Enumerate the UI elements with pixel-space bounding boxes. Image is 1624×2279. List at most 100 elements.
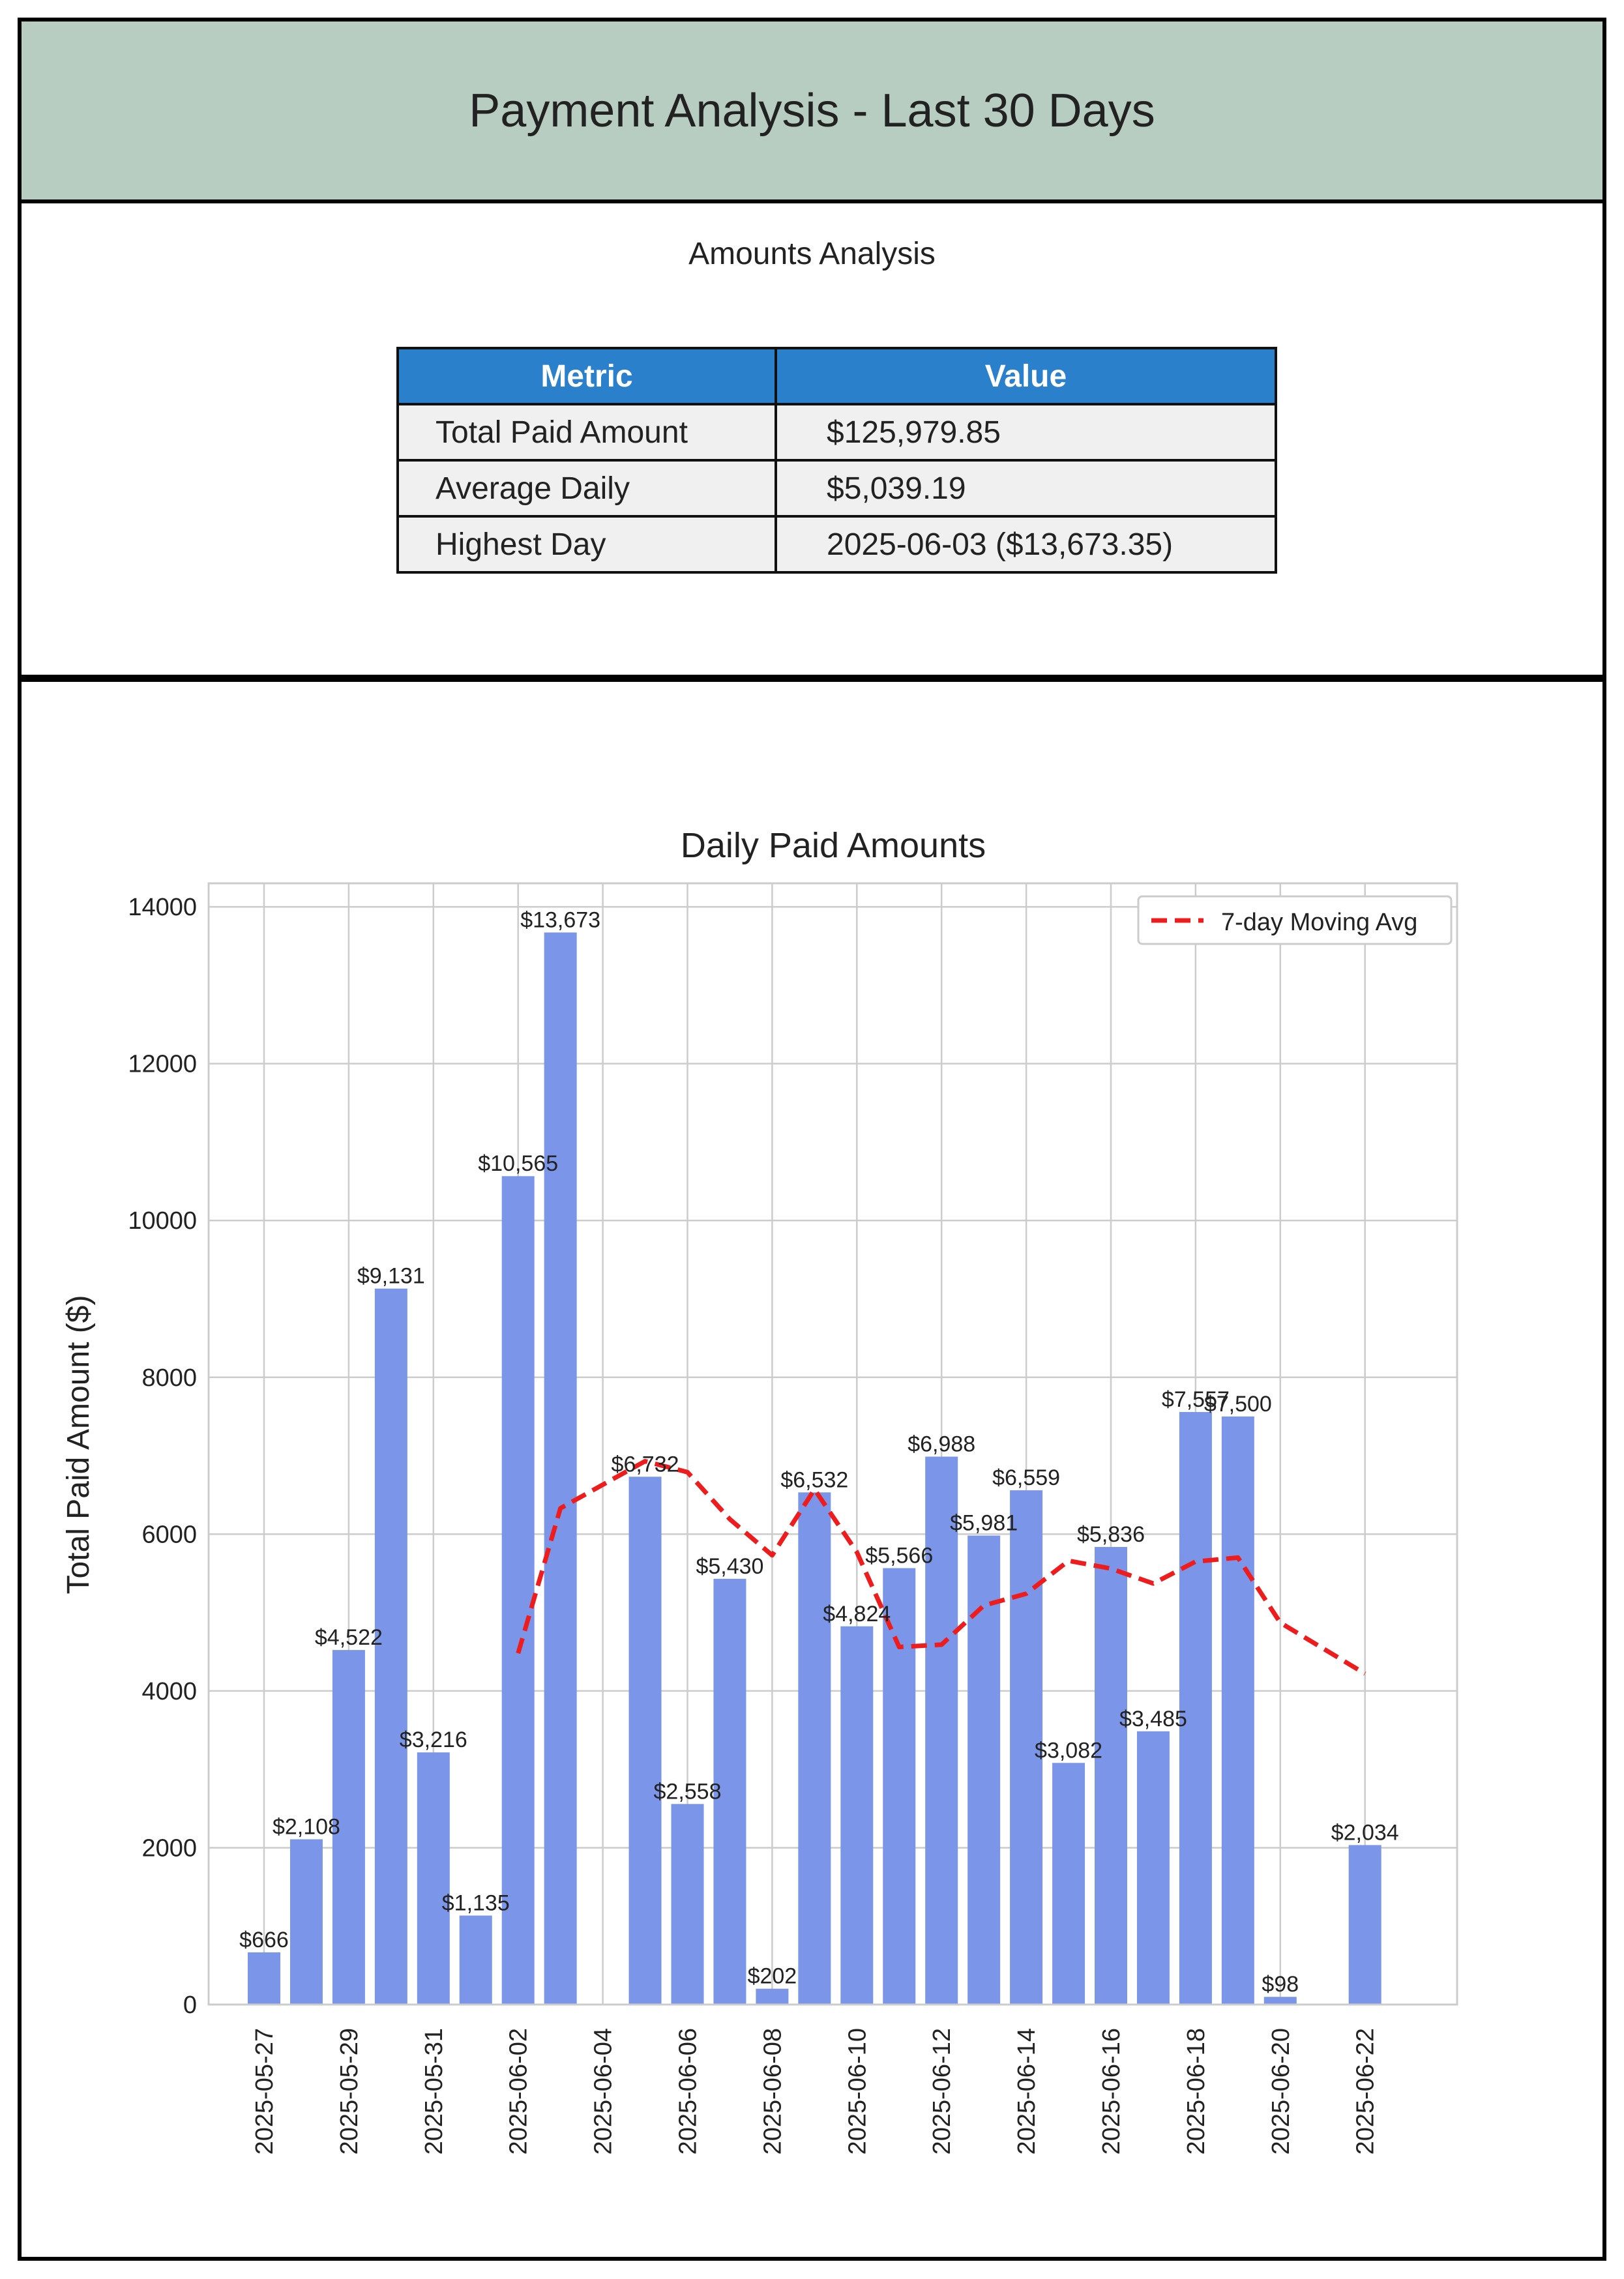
bar-value-label: $4,522	[315, 1625, 383, 1650]
x-tick-label: 2025-06-10	[844, 2028, 871, 2154]
bar	[501, 1176, 535, 2005]
bar	[1136, 1731, 1170, 2005]
y-tick-label: 12000	[128, 1051, 197, 1078]
x-tick-label: 2025-05-31	[421, 2028, 448, 2154]
value-cell: 2025-06-03 ($13,673.35)	[775, 515, 1277, 574]
bar-value-label: $2,558	[654, 1779, 722, 1804]
legend: 7-day Moving Avg	[1137, 895, 1453, 945]
bar-value-label: $13,673	[520, 907, 600, 932]
bar-value-label: $6,532	[780, 1467, 848, 1492]
bar	[1179, 1412, 1212, 2005]
bar-value-label: $3,216	[400, 1728, 467, 1752]
x-tick-label: 2025-06-08	[759, 2028, 786, 2154]
legend-label: 7-day Moving Avg	[1221, 909, 1417, 936]
x-tick-label: 2025-06-22	[1352, 2028, 1380, 2154]
bar-value-label: $10,565	[478, 1151, 558, 1176]
bar	[417, 1752, 450, 2005]
table-caption: Amounts Analysis	[688, 237, 936, 271]
x-tick-label: 2025-06-18	[1183, 2028, 1210, 2154]
y-tick-label: 14000	[128, 894, 197, 921]
metric-cell: Average Daily	[396, 459, 777, 518]
bar-value-label: $3,082	[1035, 1738, 1102, 1763]
table-row: Total Paid Amount $125,979.85	[396, 403, 1277, 462]
bar	[671, 1804, 704, 2005]
bar-value-label: $98	[1262, 1972, 1299, 1997]
bar	[1348, 1845, 1381, 2005]
table-row: Highest Day 2025-06-03 ($13,673.35)	[396, 515, 1277, 574]
x-tick-label: 2025-05-27	[251, 2028, 278, 2154]
x-tick-label: 2025-06-02	[505, 2028, 533, 2154]
bar-value-label: $5,836	[1077, 1522, 1145, 1547]
bar-value-label: $3,485	[1119, 1707, 1187, 1731]
table-header-row: Metric Value	[396, 347, 1277, 405]
x-tick-label: 2025-06-20	[1267, 2028, 1295, 2154]
value-cell: $125,979.85	[775, 403, 1277, 462]
bar-value-label: $1,135	[442, 1890, 510, 1915]
bar	[628, 1477, 662, 2005]
summary-panel: Amounts Analysis Metric Value Total Paid…	[18, 199, 1606, 679]
bar	[544, 932, 577, 2005]
bar	[713, 1578, 746, 2005]
bar-value-label: $5,981	[950, 1511, 1018, 1536]
bar-value-label: $4,824	[823, 1602, 891, 1626]
x-tick-label: 2025-06-06	[675, 2028, 702, 2154]
bar-value-label: $6,988	[908, 1432, 975, 1456]
bar-value-label: $2,034	[1331, 1820, 1399, 1845]
value-cell: $5,039.19	[775, 459, 1277, 518]
daily-paid-chart: $666 $2,108 $4,522 $9,131 $3,216 $1,135 $10,56…	[61, 826, 1458, 2154]
column-header-metric: Metric	[396, 347, 777, 405]
legend-box	[1137, 895, 1453, 945]
chart-title: Daily Paid Amounts	[681, 826, 986, 865]
metrics-table: Metric Value Total Paid Amount $125,979.…	[396, 347, 1277, 574]
bar-value-label: $7,500	[1204, 1392, 1272, 1417]
y-tick-label: 4000	[141, 1678, 197, 1705]
x-tick-label: 2025-06-12	[928, 2028, 956, 2154]
bars	[248, 932, 1381, 2005]
bar-value-label: $9,131	[357, 1264, 425, 1289]
page-title: Payment Analysis - Last 30 Days	[469, 84, 1155, 137]
bar	[756, 1988, 789, 2005]
bar	[840, 1626, 874, 2005]
bar	[374, 1288, 407, 2005]
y-axis-label: Total Paid Amount ($)	[61, 1295, 96, 1595]
bar	[883, 1568, 916, 2005]
y-tick-label: 0	[183, 1992, 197, 2019]
bar	[289, 1839, 323, 2005]
y-axis-ticks: 0 2000 4000 6000 8000 10000 12000 14000	[128, 894, 197, 2019]
column-header-value: Value	[775, 347, 1277, 405]
x-tick-label: 2025-06-16	[1098, 2028, 1125, 2154]
moving-average-line	[516, 1458, 1366, 1676]
bar	[967, 1535, 1001, 2005]
bar	[248, 1952, 280, 2005]
bar-value-label: $666	[239, 1928, 289, 1952]
bar	[1010, 1490, 1043, 2005]
bar	[459, 1915, 492, 2005]
moving-average-polyline	[516, 1458, 1366, 1676]
bar-value-label: $6,732	[612, 1452, 679, 1477]
bar-value-label: $7,557	[1162, 1387, 1230, 1412]
y-tick-label: 8000	[141, 1364, 197, 1392]
header-panel: Payment Analysis - Last 30 Days	[18, 18, 1606, 203]
bar	[1052, 1763, 1085, 2005]
bar	[925, 1456, 958, 2005]
y-tick-label: 2000	[141, 1834, 197, 1862]
table-row: Average Daily $5,039.19	[396, 459, 1277, 518]
y-tick-label: 6000	[141, 1521, 197, 1548]
x-tick-label: 2025-05-29	[336, 2028, 363, 2154]
bar-value-label: $6,559	[992, 1465, 1060, 1490]
bar	[1095, 1547, 1127, 2005]
metric-cell: Total Paid Amount	[396, 403, 777, 462]
x-tick-label: 2025-06-04	[590, 2028, 617, 2154]
metric-cell: Highest Day	[396, 515, 777, 574]
plot-border	[207, 882, 1458, 2006]
chart-panel: $666 $2,108 $4,522 $9,131 $3,216 $1,135 $10,56…	[18, 678, 1606, 2261]
bar	[1263, 1997, 1297, 2005]
bar-value-label: $202	[748, 1964, 797, 1989]
bar-value-label: $5,430	[696, 1554, 763, 1579]
bar-value-labels: $666 $2,108 $4,522 $9,131 $3,216 $1,135 $10,56…	[239, 907, 1399, 1997]
bar	[1221, 1416, 1254, 2005]
bar-value-label: $5,566	[865, 1544, 933, 1568]
x-tick-label: 2025-06-14	[1013, 2028, 1041, 2154]
y-tick-label: 10000	[128, 1207, 197, 1235]
bar-value-label: $2,108	[273, 1814, 340, 1839]
